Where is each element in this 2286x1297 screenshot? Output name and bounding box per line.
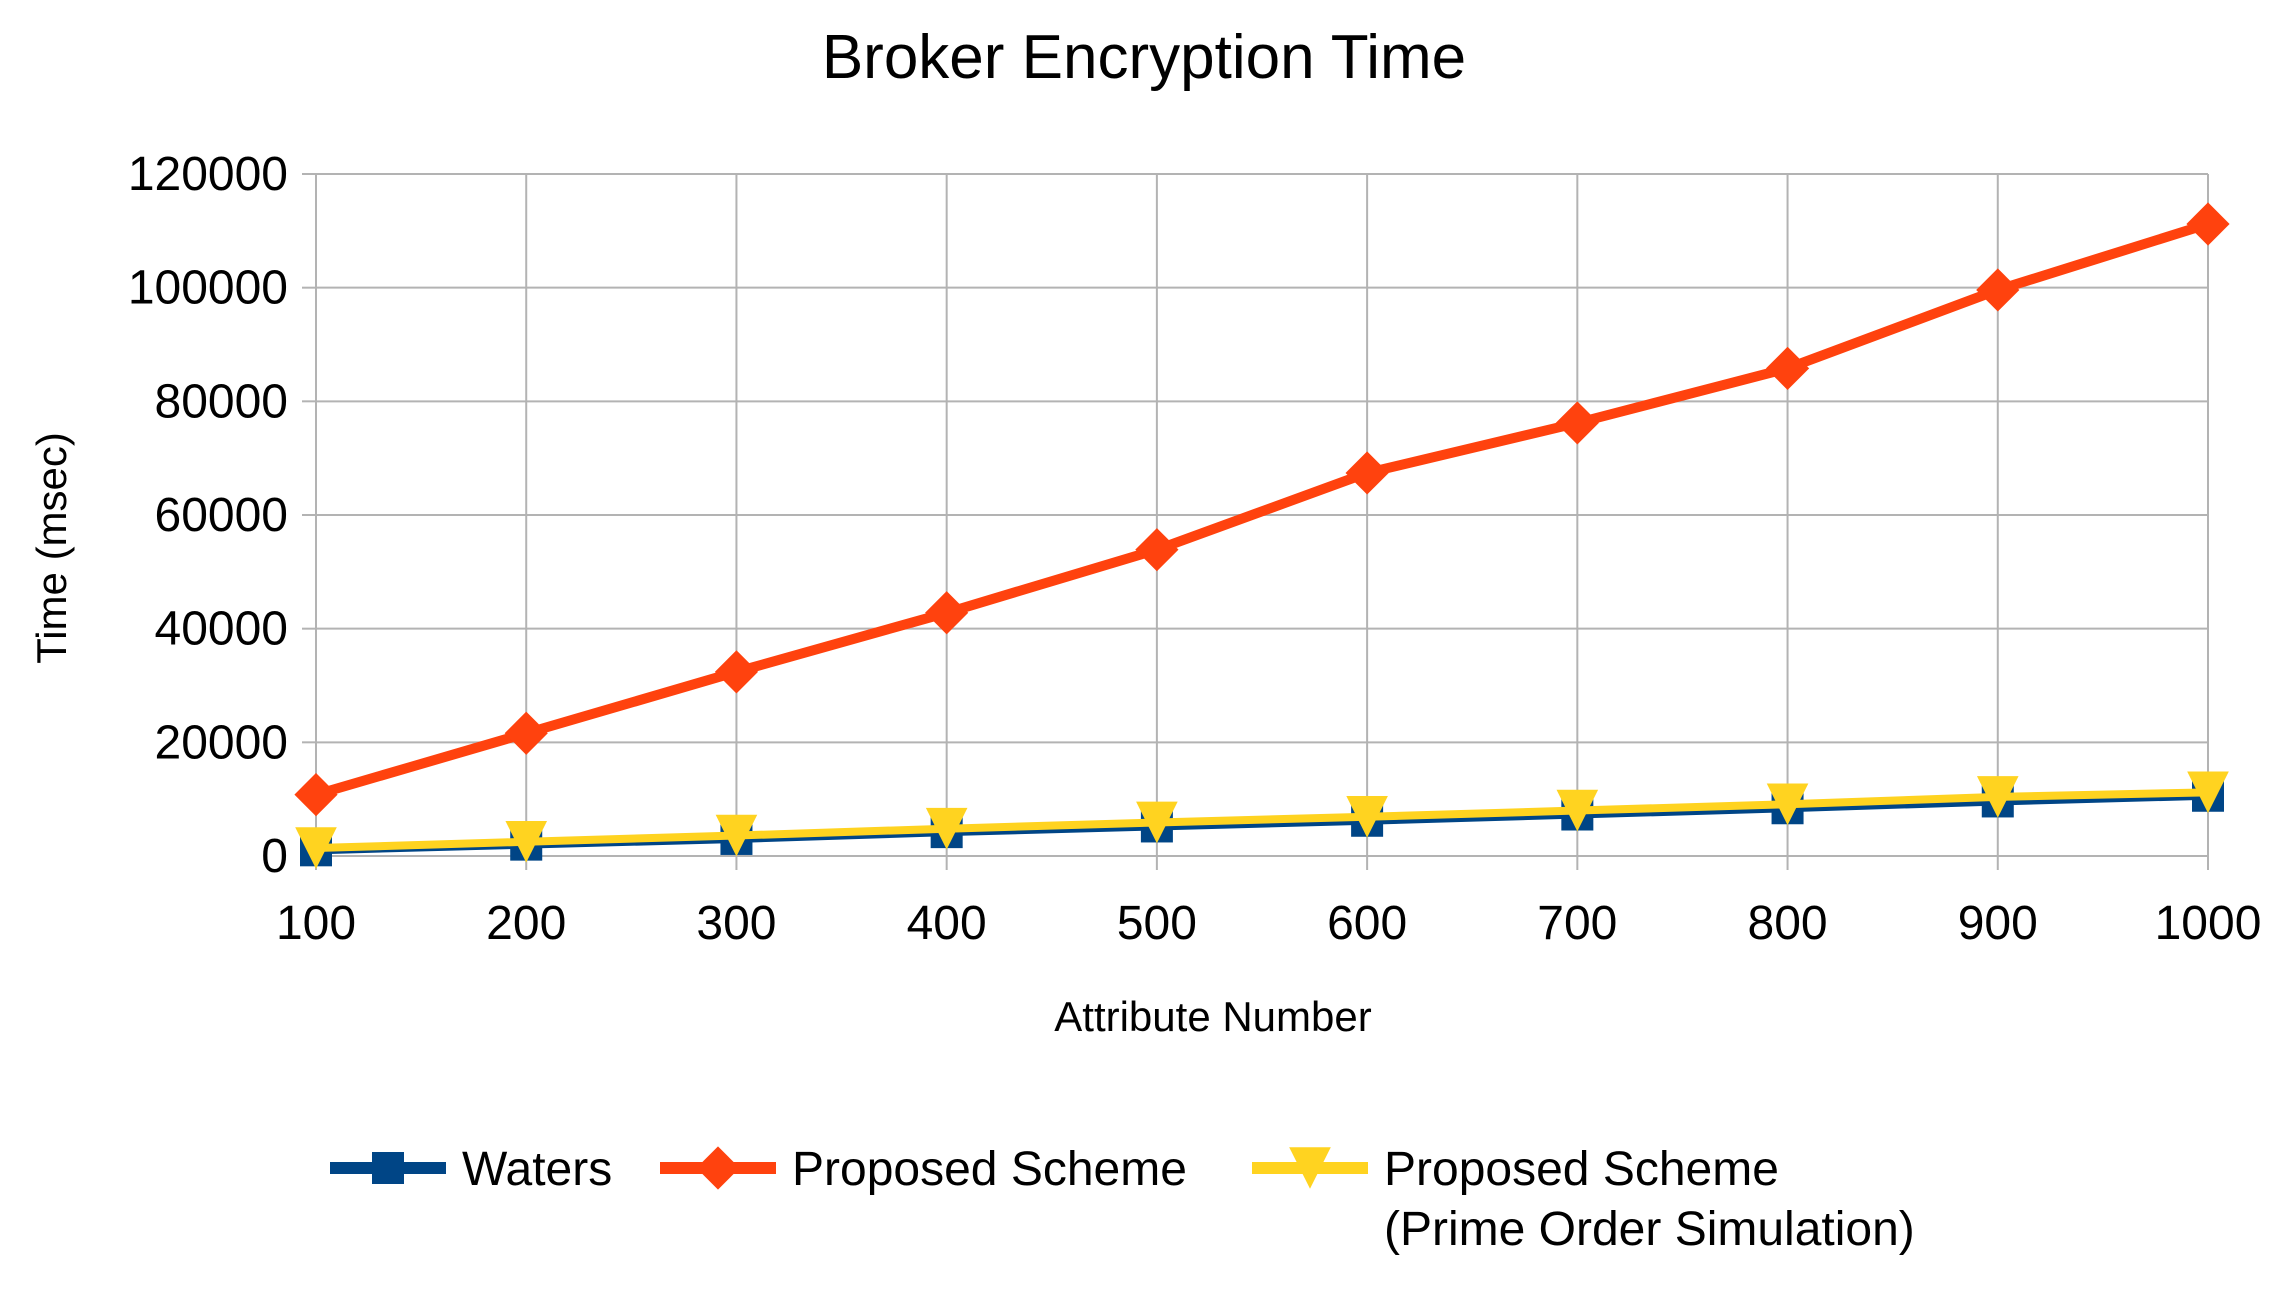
legend-label: Proposed Scheme xyxy=(1384,1143,1779,1196)
x-tick-label: 200 xyxy=(486,897,566,950)
data-point-triangle xyxy=(1766,783,1809,826)
plot-series xyxy=(294,202,2230,869)
x-tick-label: 600 xyxy=(1327,897,1407,950)
legend-item: Proposed Scheme (Prime Order Simulation) xyxy=(1252,1143,1915,1256)
y-tick-label: 80000 xyxy=(155,375,288,428)
gridlines xyxy=(315,173,2209,870)
legend-item: Waters xyxy=(330,1143,612,1196)
x-tick-label: 1000 xyxy=(2155,897,2262,950)
data-point-triangle xyxy=(925,807,968,850)
data-point-square xyxy=(372,1152,404,1184)
data-point-triangle xyxy=(295,827,337,869)
x-tick-label: 500 xyxy=(1117,897,1197,950)
data-point-triangle xyxy=(1136,801,1178,844)
series-line xyxy=(315,788,2209,853)
data-point-triangle xyxy=(1556,789,1599,832)
y-tick-label: 20000 xyxy=(155,716,288,769)
data-point-diamond xyxy=(925,591,969,635)
data-point-triangle xyxy=(715,814,758,857)
y-tick-label: 60000 xyxy=(155,489,288,542)
series-2 xyxy=(295,771,2229,869)
y-tick-label: 40000 xyxy=(155,603,288,656)
data-point-triangle xyxy=(2187,771,2229,814)
x-tick-label: 100 xyxy=(276,897,356,950)
y-tick-label: 120000 xyxy=(128,148,288,201)
axes: 0 20000 40000 60000 80000 100000 120000 100 200 3… xyxy=(128,148,2262,950)
data-point-diamond xyxy=(1555,401,1599,445)
data-point-triangle xyxy=(1346,795,1388,838)
x-tick-label: 700 xyxy=(1537,897,1617,950)
series-line xyxy=(314,219,2210,800)
data-point-diamond xyxy=(714,650,759,694)
x-tick-label: 900 xyxy=(1958,897,2038,950)
data-point-diamond xyxy=(696,1146,740,1190)
data-point-diamond xyxy=(1345,451,1389,495)
data-point-diamond xyxy=(504,711,548,755)
chart-title: Broker Encryption Time xyxy=(822,23,1466,92)
y-tick-label: 100000 xyxy=(128,262,288,315)
data-point-diamond xyxy=(2186,202,2230,246)
x-axis-title: Attribute Number xyxy=(1054,993,1371,1040)
x-tick-label: 800 xyxy=(1748,897,1828,950)
legend-label: Waters xyxy=(462,1143,612,1196)
legend: Waters Proposed Scheme Proposed Scheme (Pri… xyxy=(330,1143,1915,1256)
legend-item: Proposed Scheme xyxy=(660,1143,1187,1196)
data-point-triangle xyxy=(505,820,548,863)
data-point-diamond xyxy=(1765,346,1810,390)
x-tick-label: 400 xyxy=(907,897,987,950)
series-1 xyxy=(294,202,2230,817)
data-point-diamond xyxy=(1976,268,2020,312)
data-point-triangle xyxy=(1976,776,2019,818)
data-point-triangle xyxy=(1289,1147,1331,1189)
y-tick-label: 0 xyxy=(261,830,288,883)
data-point-diamond xyxy=(1135,528,1179,572)
y-axis-title: Time (msec) xyxy=(28,432,75,664)
x-tick-label: 300 xyxy=(696,897,776,950)
data-point-diamond xyxy=(294,773,338,817)
legend-label: (Prime Order Simulation) xyxy=(1384,1203,1915,1256)
legend-label: Proposed Scheme xyxy=(792,1143,1187,1196)
